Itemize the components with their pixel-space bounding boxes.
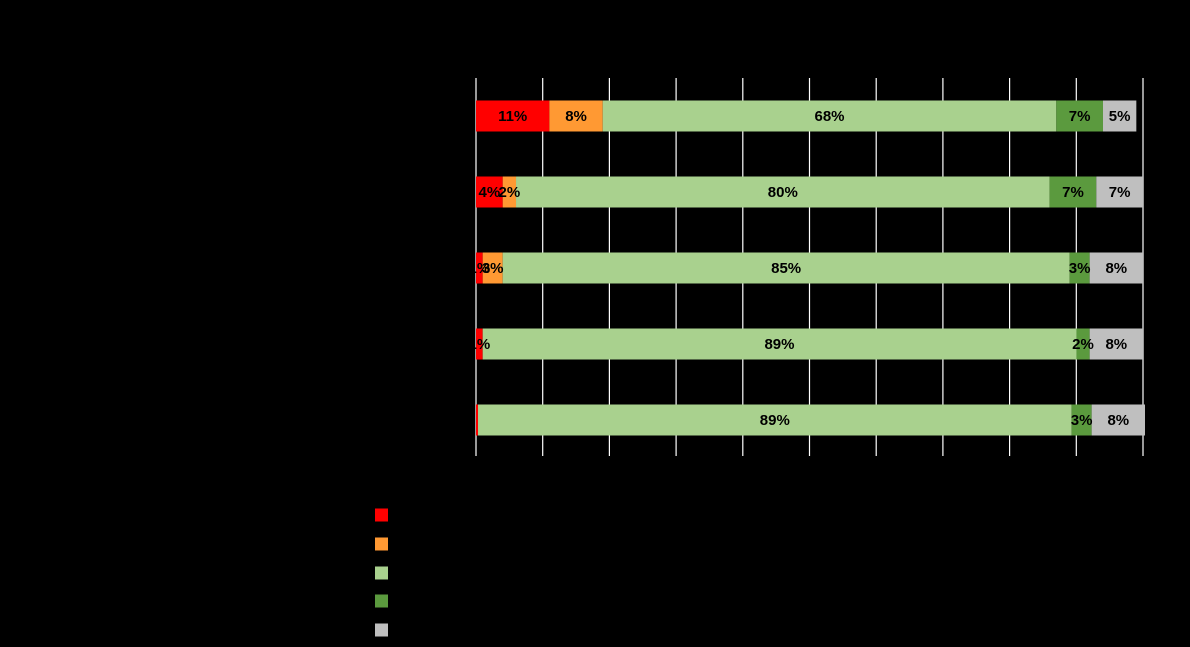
data-label: 3% [1069,260,1091,277]
data-label: 2% [1072,336,1094,353]
bar-segment [602,100,1057,132]
data-label: 8% [1105,260,1127,277]
legend-swatch [375,566,388,580]
data-label: 8% [1107,412,1129,429]
bar-segment [482,328,1077,360]
bar-row [476,176,1143,208]
legend-swatch [375,623,388,637]
legend-swatch [375,508,388,522]
bar-segment [478,404,1072,436]
bar-segment [1069,252,1090,284]
bar-segment [1049,176,1097,208]
bars [476,100,1146,436]
bar-segment [1096,176,1143,208]
bar-segment [476,328,483,360]
data-label: 8% [565,108,587,125]
data-label: 89% [764,336,794,353]
bar-segment [502,252,1070,284]
legend-item [375,623,388,637]
bar-segment [1089,252,1143,284]
data-label: 7% [1069,108,1091,125]
data-label: 1% [468,260,490,277]
legend-item [375,566,388,580]
bar-segment [482,252,503,284]
data-label: 7% [1109,184,1131,201]
legend-swatch [375,594,388,608]
bar-labels: 11% 8% 68% 7% 5%4%2% 80% 7% 7%1%3% 85% 3% 8%1% 89% 2… [468,108,1130,429]
bar-segment [1076,328,1090,360]
data-label: 8% [1105,336,1127,353]
legend [375,508,388,637]
bar-row [476,100,1137,132]
data-label: 2% [499,184,521,201]
legend-swatch [375,537,388,551]
bar-segment [549,100,603,132]
bar-segment [476,404,479,436]
bar-segment [1102,100,1137,132]
bar-segment [476,100,550,132]
bar-segment [1056,100,1103,132]
bar-segment [476,252,483,284]
data-label: 68% [814,108,844,125]
data-label: 3% [1071,412,1093,429]
legend-item [375,508,388,522]
legend-item [375,537,388,551]
bar-segment [502,176,517,208]
data-label: 1% [468,336,490,353]
data-label: 80% [768,184,798,201]
bar-row [476,252,1143,284]
data-label: 7% [1062,184,1084,201]
data-label: 4% [478,184,500,201]
bar-row [476,328,1143,360]
bar-segment [476,176,503,208]
data-label: 85% [771,260,801,277]
bar-segment [516,176,1050,208]
data-label: 5% [1109,108,1131,125]
data-label: 3% [482,260,504,277]
bar-segment [1091,404,1146,436]
data-label: 11% [498,108,527,125]
legend-item [375,594,388,608]
bar-row [476,404,1146,436]
data-label: 89% [760,412,790,429]
bar-segment [1089,328,1143,360]
bar-segment [1071,404,1092,436]
